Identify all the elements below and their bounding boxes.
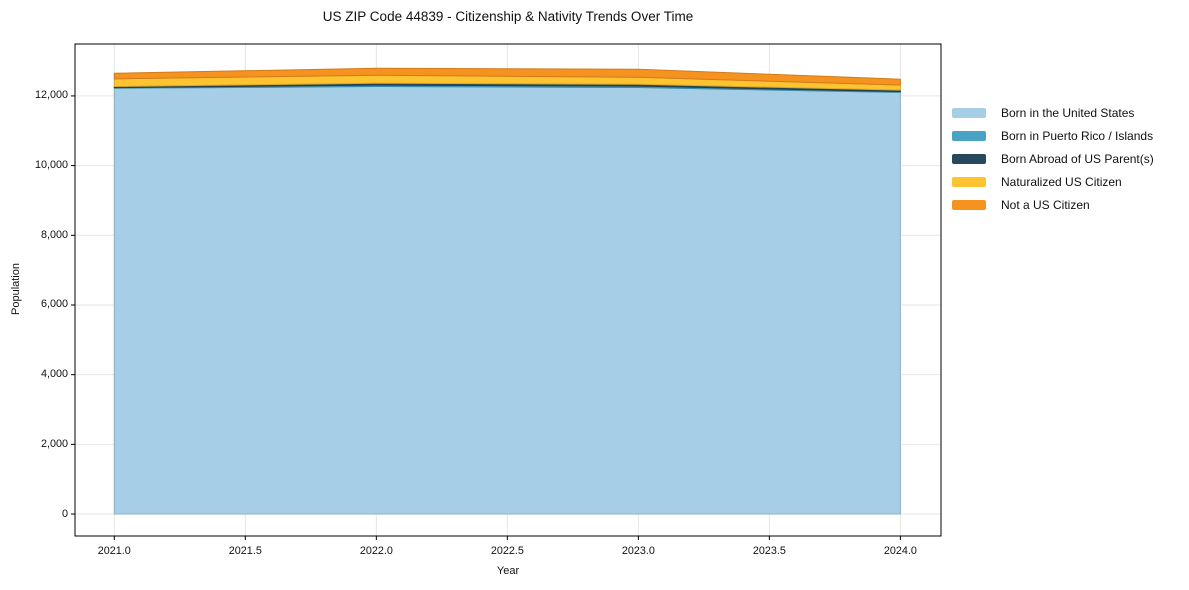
legend-item-born-abroad-of-us-parent-s: Born Abroad of US Parent(s)	[952, 152, 1154, 166]
x-tick-label: 2024.0	[883, 545, 917, 557]
x-tick-label: 2023.0	[621, 545, 655, 557]
y-tick-label: 0	[61, 507, 68, 520]
legend-item-born-in-the-united-states: Born in the United States	[952, 106, 1154, 120]
y-axis-label: Population	[10, 263, 22, 315]
legend-label: Naturalized US Citizen	[1001, 175, 1122, 189]
x-tick-label: 2021.0	[97, 545, 131, 557]
legend-label: Born Abroad of US Parent(s)	[1001, 152, 1154, 166]
legend: Born in the United States Born in Puerto …	[952, 106, 1154, 212]
x-tick-label: 2022.0	[359, 545, 393, 557]
legend-label: Born in the United States	[1001, 106, 1135, 120]
y-tick-label: 6,000	[40, 298, 68, 311]
legend-swatch-icon	[952, 177, 986, 187]
legend-swatch-icon	[952, 200, 986, 210]
legend-swatch-icon	[952, 131, 986, 141]
x-tick-label: 2022.5	[490, 545, 524, 557]
x-tick-label: 2023.5	[752, 545, 786, 557]
legend-swatch-icon	[952, 154, 986, 164]
plot-border	[74, 43, 942, 537]
legend-label: Not a US Citizen	[1001, 198, 1090, 212]
legend-item-not-a-us-citizen: Not a US Citizen	[952, 198, 1154, 212]
y-tick-label: 4,000	[40, 368, 68, 381]
x-tick-label: 2021.5	[228, 545, 262, 557]
legend-swatch-icon	[952, 108, 986, 118]
legend-item-born-in-puerto-rico-islands: Born in Puerto Rico / Islands	[952, 129, 1154, 143]
area-series-born-in-the-united-states	[113, 86, 901, 515]
y-tick-label: 2,000	[40, 437, 68, 450]
legend-label: Born in Puerto Rico / Islands	[1001, 129, 1154, 143]
y-tick-label: 10,000	[34, 159, 68, 172]
y-tick-label: 8,000	[40, 228, 68, 241]
x-axis-label: Year	[496, 565, 520, 577]
chart-title: US ZIP Code 44839 - Citizenship & Nativi…	[322, 9, 694, 24]
area-series-not-a-us-citizen	[113, 67, 901, 86]
legend-item-naturalized-us-citizen: Naturalized US Citizen	[952, 175, 1154, 189]
y-tick-label: 12,000	[34, 89, 68, 102]
